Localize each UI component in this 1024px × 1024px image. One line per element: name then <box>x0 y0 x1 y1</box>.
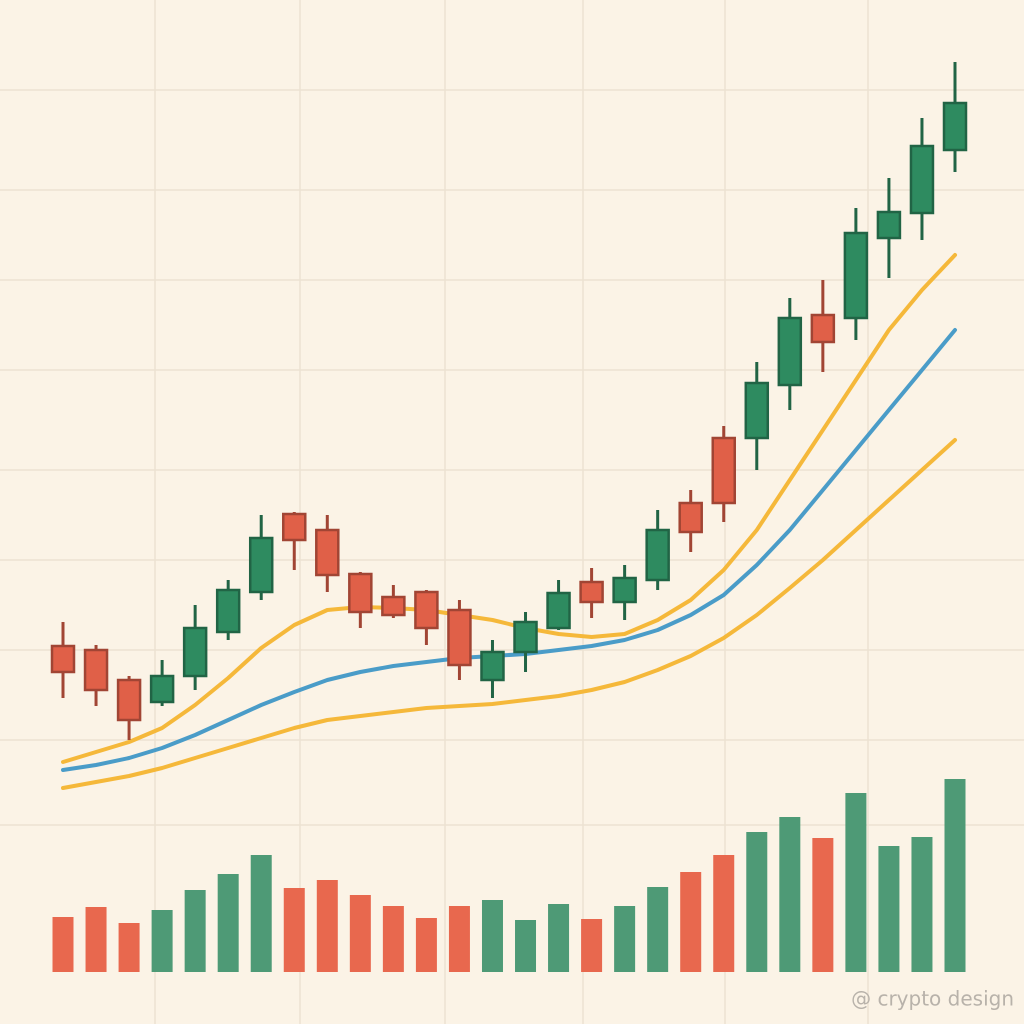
volume-bar <box>944 779 966 972</box>
volume-bar <box>647 887 669 972</box>
volume-bar <box>515 920 537 972</box>
volume-bar <box>250 855 272 972</box>
candle-body <box>579 580 604 604</box>
candle-body <box>149 674 175 704</box>
volume-bar <box>911 837 933 972</box>
candle-body <box>348 572 373 614</box>
candle-body <box>711 436 736 505</box>
volume-bar <box>812 838 834 972</box>
volume-bar <box>382 906 404 972</box>
volume-bar <box>680 872 702 972</box>
candle-body <box>612 576 637 604</box>
volume-bar <box>52 917 74 972</box>
candle-body <box>645 528 670 582</box>
volume-bar <box>878 846 900 972</box>
candle-body <box>182 626 208 678</box>
indicator-line <box>61 253 957 764</box>
volume-bar <box>548 904 570 972</box>
volume-bar <box>746 832 768 972</box>
candle-body <box>513 620 538 654</box>
volume-bar <box>448 906 470 972</box>
indicator-line <box>61 438 957 790</box>
candle-body <box>381 595 406 617</box>
candle-body <box>248 536 274 594</box>
volume-bar <box>713 855 735 972</box>
volume-bar <box>316 880 338 972</box>
candle-body <box>744 381 770 440</box>
candle-body <box>315 528 340 577</box>
volume-bar <box>581 919 603 972</box>
candle-body <box>83 648 109 692</box>
volume-bar <box>614 906 636 972</box>
candle-body <box>282 512 307 542</box>
candle-body <box>414 590 439 630</box>
volume-bar <box>184 890 206 972</box>
candle-body <box>546 591 571 630</box>
candle-body <box>447 608 472 667</box>
volume-bar <box>779 817 801 972</box>
volume-bar <box>217 874 239 972</box>
candle-body <box>810 313 836 344</box>
volume-bar <box>85 907 107 972</box>
candle-body <box>215 588 241 634</box>
volume-bar <box>151 910 173 972</box>
volume-bar <box>845 793 867 972</box>
candle-body <box>942 101 968 152</box>
candle-body <box>678 501 703 534</box>
volume-bar <box>349 895 371 972</box>
volume-bar <box>481 900 503 972</box>
candle-body <box>50 644 76 674</box>
candle-body <box>909 144 935 215</box>
candle-body <box>116 678 142 722</box>
indicator-line <box>61 328 957 772</box>
volume-bar <box>118 923 140 972</box>
candle-body <box>876 210 902 240</box>
volume-bar <box>283 888 305 972</box>
marks <box>50 62 968 972</box>
watermark: @ crypto design <box>851 987 1014 1011</box>
volume-bar <box>415 918 437 972</box>
candle-body <box>480 650 505 682</box>
candle-body <box>777 316 803 387</box>
candle-body <box>843 231 869 320</box>
